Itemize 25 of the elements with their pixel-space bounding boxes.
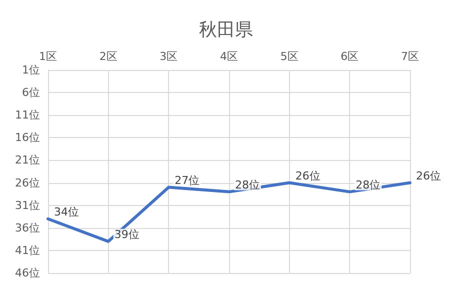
- x-tick-label: 7区: [401, 50, 419, 63]
- x-tick-label: 3区: [160, 50, 178, 63]
- y-tick-label: 26位: [15, 176, 40, 190]
- y-tick-label: 11位: [15, 108, 40, 122]
- data-label: 28位: [235, 178, 260, 192]
- data-label: 26位: [295, 169, 320, 182]
- x-tick-label: 4区: [220, 50, 238, 63]
- y-tick-label: 21位: [15, 154, 40, 167]
- x-tick-label: 6区: [340, 50, 359, 63]
- y-tick-label: 6位: [22, 86, 40, 100]
- y-tick-label: 16位: [15, 131, 40, 144]
- data-label: 39位: [114, 228, 140, 241]
- y-tick-label: 41位: [15, 244, 40, 257]
- data-label: 28位: [356, 178, 381, 192]
- data-label: 34位: [54, 205, 79, 218]
- x-tick-label: 2区: [99, 50, 118, 63]
- chart-title: 秋田県: [199, 20, 253, 40]
- y-tick-label: 36位: [15, 221, 40, 234]
- data-label: 26位: [416, 169, 441, 182]
- x-tick-label: 1区: [39, 50, 57, 63]
- y-tick-label: 46位: [15, 266, 40, 280]
- x-tick-label: 5区: [280, 50, 298, 63]
- data-label: 27位: [174, 174, 200, 187]
- y-tick-label: 31位: [15, 198, 40, 212]
- y-tick-label: 1位: [22, 64, 40, 76]
